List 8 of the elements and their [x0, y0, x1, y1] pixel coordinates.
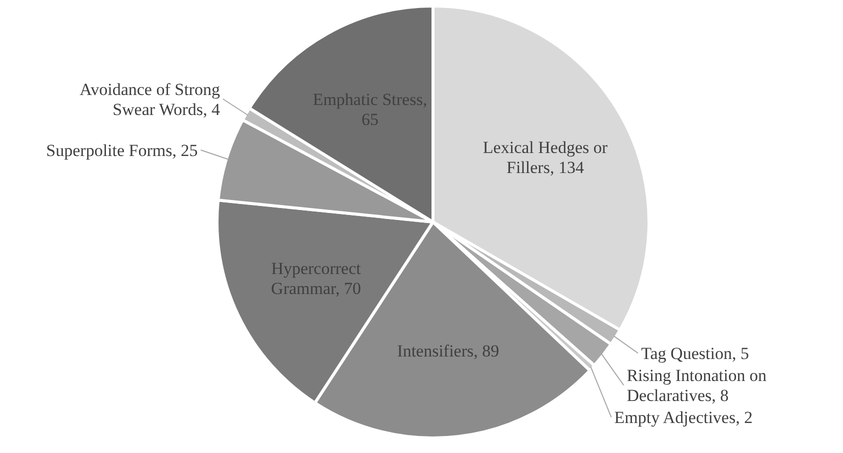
slice-label: Lexical Hedges or Fillers, 134	[482, 138, 608, 177]
slice-label: Tag Question, 5	[641, 344, 749, 363]
slice-label: Superpolite Forms, 25	[46, 140, 198, 160]
slice-label: Avoidance of Strong Swear Words, 4	[80, 80, 220, 118]
slice-label: Intensifiers, 89	[397, 341, 500, 360]
slice-label: Rising Intonation on Declaratives, 8	[626, 366, 767, 405]
slice-label: Empty Adjectives, 2	[614, 408, 753, 427]
slice-label: Hypercorrect Grammar, 70	[271, 258, 362, 298]
